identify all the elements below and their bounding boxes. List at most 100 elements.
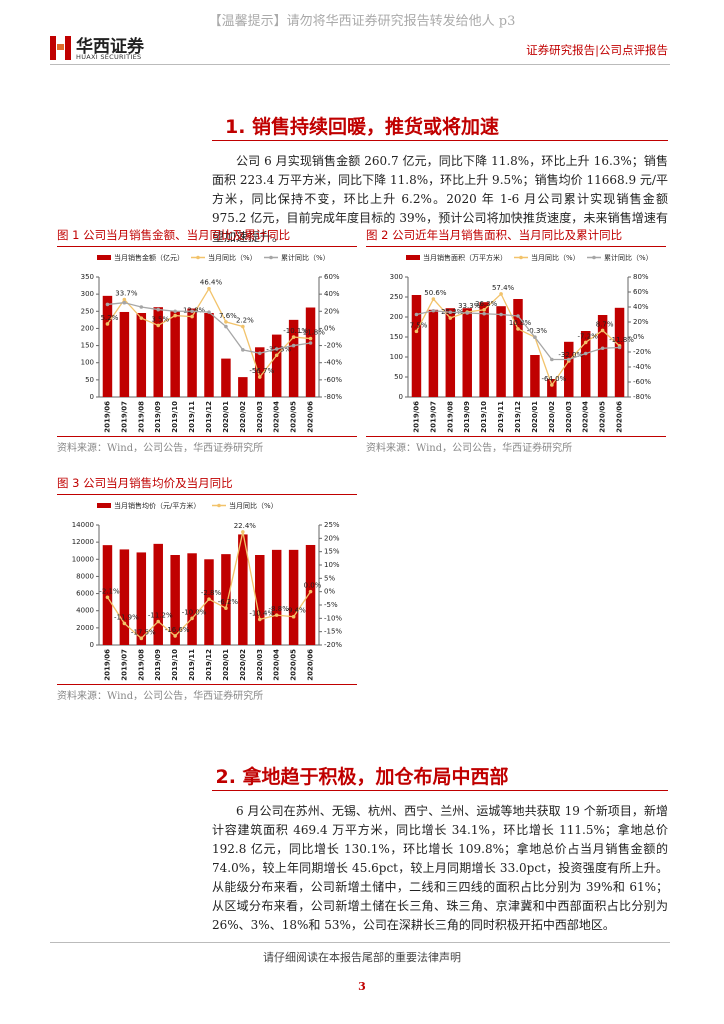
y2-tick-label: 20% xyxy=(633,318,649,326)
data-label: 22.4% xyxy=(234,522,257,530)
marker xyxy=(173,634,177,638)
bar xyxy=(204,559,214,645)
legend-swatch xyxy=(269,255,273,260)
marker xyxy=(499,312,503,317)
y2-tick-label: -20% xyxy=(633,348,651,356)
marker xyxy=(600,328,605,333)
bar xyxy=(496,306,506,397)
logo-text: 华西证券 xyxy=(76,37,144,57)
marker xyxy=(482,307,486,312)
marker xyxy=(139,636,144,641)
marker xyxy=(308,589,313,594)
y-tick-label: 8000 xyxy=(76,572,94,580)
bar xyxy=(187,553,197,645)
y-tick-label: 12000 xyxy=(72,538,94,546)
marker xyxy=(105,302,110,307)
y-tick-label: 0 xyxy=(399,393,403,401)
y2-tick-label: -40% xyxy=(324,359,342,367)
x-tick-label: 2019/12 xyxy=(205,649,213,681)
y2-tick-label: 60% xyxy=(633,288,649,296)
y2-tick-label: -60% xyxy=(633,378,651,386)
marker xyxy=(291,614,296,619)
marker xyxy=(583,340,588,345)
marker xyxy=(550,383,554,387)
data-label: 8.7% xyxy=(596,320,614,328)
y2-tick-label: 60% xyxy=(324,273,340,281)
x-tick-label: 2019/10 xyxy=(480,401,488,433)
data-label: -11.8% xyxy=(300,329,325,337)
data-label: -0.3% xyxy=(527,327,548,335)
legend-label: 累计同比（%） xyxy=(281,253,330,262)
y-tick-label: 100 xyxy=(390,353,403,361)
x-tick-label: 2020/06 xyxy=(307,649,315,681)
marker xyxy=(224,324,228,329)
data-label: -2.8% xyxy=(201,589,222,597)
marker xyxy=(550,357,554,362)
data-label: 46.4% xyxy=(200,279,223,287)
marker xyxy=(156,323,161,328)
bar xyxy=(136,552,147,645)
legend-swatch xyxy=(406,255,420,260)
data-label: 7.5% xyxy=(410,321,428,329)
bar xyxy=(305,307,316,397)
bar xyxy=(288,319,299,397)
marker xyxy=(465,311,470,315)
bar xyxy=(614,307,625,397)
section-title: 2. 拿地趋于积极，加仓布局中西部 xyxy=(215,766,509,788)
bar xyxy=(153,307,163,397)
marker xyxy=(533,335,537,340)
marker xyxy=(499,292,503,296)
data-label: -11.9% xyxy=(114,613,139,621)
data-label: 0.0% xyxy=(304,582,322,590)
y-tick-label: 250 xyxy=(81,307,94,315)
marker xyxy=(241,530,245,534)
y-tick-label: 200 xyxy=(390,313,403,321)
y-tick-label: 50 xyxy=(85,376,94,384)
chart: 0 50 100 150 200 250 300 -80% -60% -40% -20% 0% 20% 4… xyxy=(390,253,653,433)
y-tick-label: 2000 xyxy=(76,624,94,632)
bar xyxy=(428,309,439,397)
marker xyxy=(190,314,194,319)
notice: 【温馨提示】请勿将华西证券研究报告转发给他人 p3 xyxy=(208,14,516,29)
bar xyxy=(255,347,265,397)
legend-swatch xyxy=(592,255,596,260)
y-tick-label: 150 xyxy=(81,342,94,350)
y-tick-label: 200 xyxy=(81,324,94,332)
bar xyxy=(187,308,197,397)
marker xyxy=(482,311,486,316)
legend-label: 当月同比（%） xyxy=(208,253,257,262)
y2-tick-label: 20% xyxy=(324,307,340,315)
legend-swatch xyxy=(217,503,221,508)
x-tick-label: 2020/04 xyxy=(273,401,281,433)
data-label: -2.1% xyxy=(99,587,120,595)
data-label: 33.3% xyxy=(458,302,481,310)
x-tick-label: 2019/07 xyxy=(120,401,128,433)
x-tick-label: 2019/12 xyxy=(205,401,213,433)
data-label: -11.8% xyxy=(609,336,634,344)
bar xyxy=(238,377,248,397)
bar xyxy=(170,311,180,397)
footer-notice: 请仔细阅读在本报告尾部的重要法律声明 xyxy=(263,951,461,964)
x-tick-label: 2020/05 xyxy=(290,401,298,433)
data-label: -7.2% xyxy=(578,332,599,340)
y-tick-label: 4000 xyxy=(76,607,94,615)
divider xyxy=(212,140,668,141)
x-tick-label: 2020/05 xyxy=(290,649,298,681)
data-label: -9.4% xyxy=(285,607,306,615)
data-label: -64.0% xyxy=(541,375,566,383)
marker xyxy=(583,351,588,356)
bar xyxy=(597,315,608,397)
data-label: 33.7% xyxy=(115,290,138,298)
data-label: -8.8% xyxy=(269,605,290,613)
figure-caption: 图 3 公司当月销售均价及当月同比 xyxy=(57,475,357,495)
marker xyxy=(173,309,177,314)
figure-caption: 图 1 公司当月销售金额、当月同比及累计同比 xyxy=(57,227,357,247)
marker xyxy=(308,341,313,345)
source: 资料来源：Wind，公司公告，华西证券研究所 xyxy=(366,436,666,454)
legend-swatch xyxy=(196,255,200,260)
x-tick-label: 2019/10 xyxy=(171,649,179,681)
x-tick-label: 2020/06 xyxy=(307,401,315,433)
marker xyxy=(600,346,605,351)
x-tick-label: 2019/11 xyxy=(188,649,196,681)
legend-label: 当月销售面积（万平方米） xyxy=(423,253,507,262)
